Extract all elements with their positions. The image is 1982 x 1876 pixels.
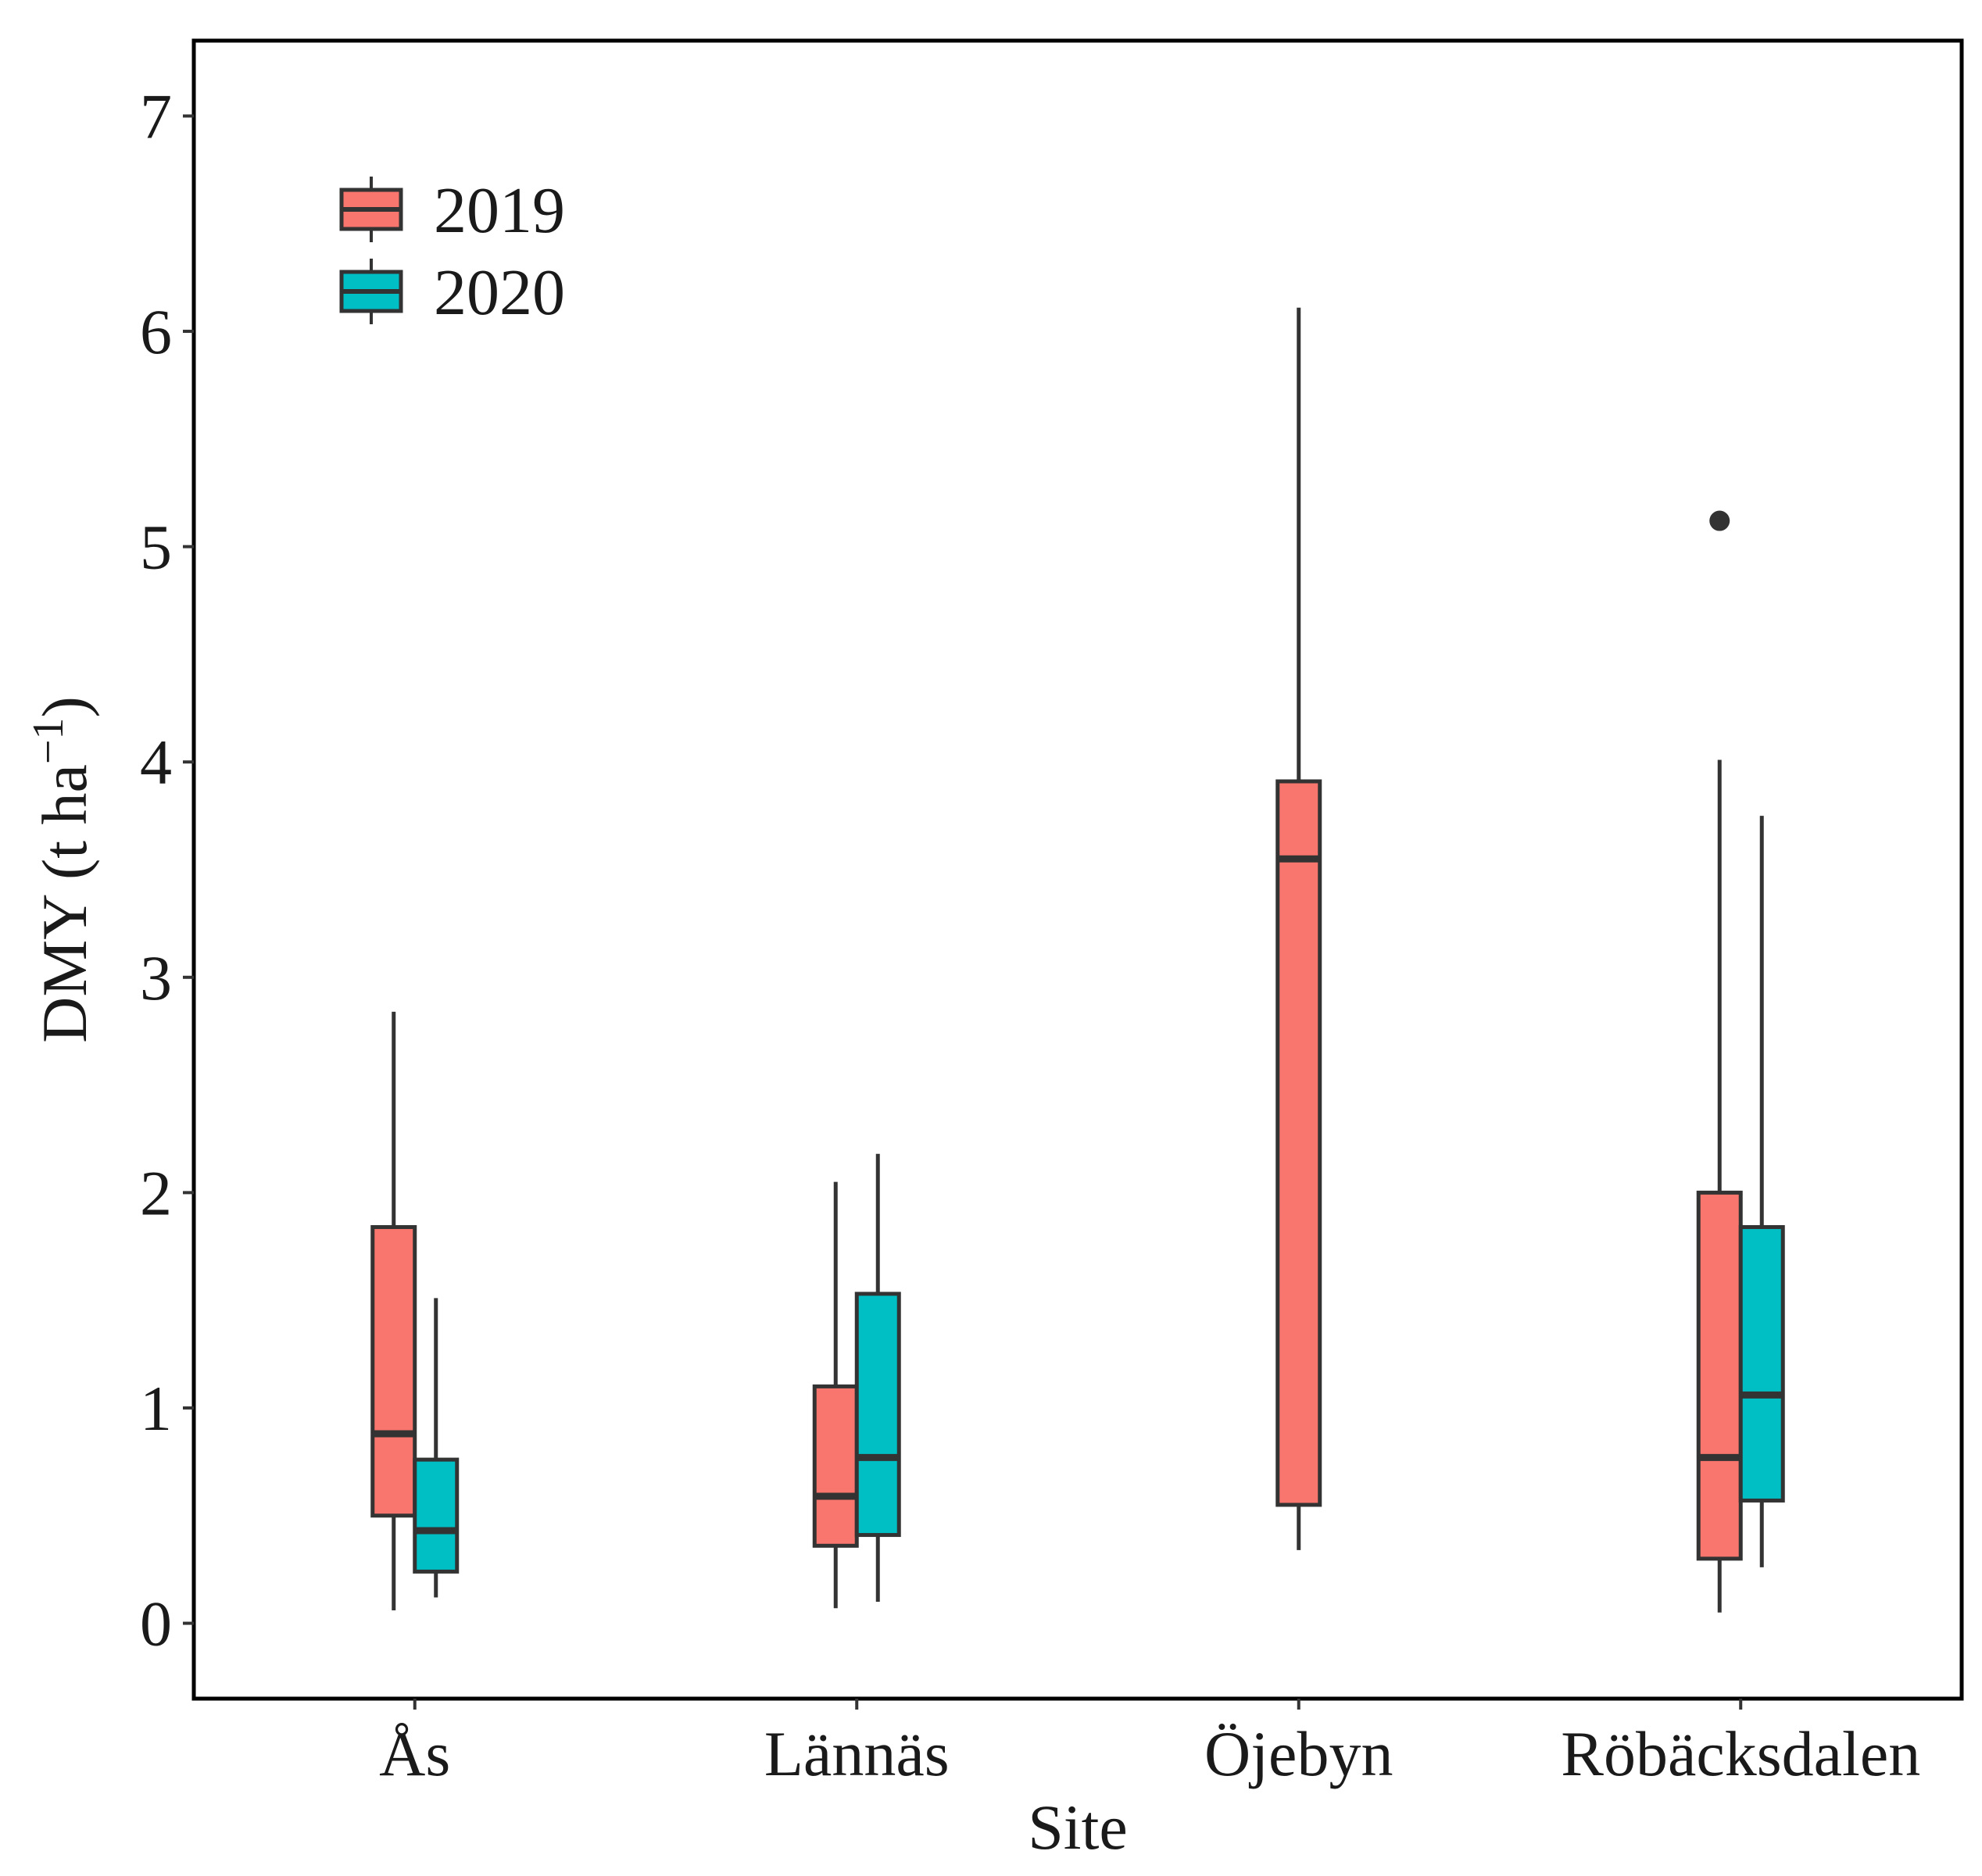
x-axis: Ås Lännäs Öjebyn Röbäcksdalen [379,1699,1920,1789]
plot-panel-border [191,38,1964,1701]
y-tick-label-1: 1 [140,1373,172,1444]
y-tick-label-5: 5 [140,512,172,583]
y-tick-label-3: 3 [140,942,172,1013]
box-robacksdalen-2019-iqr [1696,1190,1743,1561]
box-as-2019 [370,1011,417,1611]
box-robacksdalen-2019 [1696,510,1743,1613]
y-axis-title-main: DMY (t ha [29,764,100,1043]
x-tick-label-lannas: Lännäs [764,1718,950,1789]
x-tick-label-robacksdalen: Röbäcksdalen [1561,1718,1920,1789]
box-ojebyn-2019-iqr [1275,779,1322,1507]
x-axis-title: Site [1028,1792,1128,1863]
box-as-2019-iqr [370,1224,417,1518]
legend-item-2019-label: 2019 [434,174,565,247]
y-axis-title: DMY (t ha−1) [24,696,100,1043]
y-axis-title-sup: −1 [24,717,73,764]
x-tick-label-ojebyn: Öjebyn [1204,1718,1393,1789]
legend: 2019 2020 [339,174,565,329]
box-robacksdalen-2020-iqr [1738,1224,1785,1503]
legend-item-2020: 2020 [339,256,565,329]
y-tick-label-4: 4 [140,727,172,798]
box-as-2020-iqr [413,1457,460,1574]
plot-marks [370,307,1785,1613]
y-tick-label-0: 0 [140,1588,172,1660]
y-axis: 0 1 2 3 4 5 6 7 [140,80,194,1660]
box-robacksdalen-2019-outlier-0 [1709,510,1730,531]
box-lannas-2020 [854,1153,901,1602]
y-tick-label-6: 6 [140,296,172,367]
y-axis-title-close: ) [29,696,100,717]
x-tick-label-as: Ås [379,1718,450,1789]
box-lannas-2020-iqr [854,1292,901,1538]
box-robacksdalen-2020 [1738,816,1785,1567]
legend-item-2020-label: 2020 [434,256,565,329]
box-as-2020 [413,1298,460,1598]
box-ojebyn-2019 [1275,307,1322,1550]
box-lannas-2019-iqr [812,1384,859,1548]
y-tick-label-2: 2 [140,1157,172,1228]
legend-item-2019: 2019 [339,174,565,247]
y-tick-label-7: 7 [140,80,172,152]
